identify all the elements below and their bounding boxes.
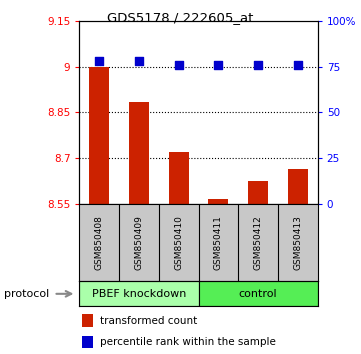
Text: transformed count: transformed count — [100, 316, 197, 326]
Text: protocol: protocol — [4, 289, 49, 299]
Point — [255, 62, 261, 68]
Bar — [82, 314, 93, 327]
Text: GSM850408: GSM850408 — [95, 215, 104, 270]
Text: GSM850409: GSM850409 — [135, 215, 143, 270]
Point — [136, 58, 142, 64]
Text: GSM850413: GSM850413 — [293, 215, 302, 270]
Bar — [199, 281, 318, 306]
Bar — [248, 181, 268, 204]
Bar — [82, 336, 93, 348]
Text: PBEF knockdown: PBEF knockdown — [92, 289, 186, 299]
Text: GSM850412: GSM850412 — [254, 215, 262, 270]
Text: control: control — [239, 289, 277, 299]
Point — [176, 62, 182, 68]
Point — [295, 62, 301, 68]
Bar — [288, 169, 308, 204]
Bar — [79, 281, 199, 306]
Bar — [169, 152, 188, 204]
Point — [216, 62, 221, 68]
Point — [96, 58, 102, 64]
Bar — [129, 102, 149, 204]
Text: GSM850410: GSM850410 — [174, 215, 183, 270]
Bar — [209, 199, 228, 204]
Text: GDS5178 / 222605_at: GDS5178 / 222605_at — [107, 11, 254, 24]
Text: GSM850411: GSM850411 — [214, 215, 223, 270]
Text: percentile rank within the sample: percentile rank within the sample — [100, 337, 276, 347]
Bar — [90, 67, 109, 204]
